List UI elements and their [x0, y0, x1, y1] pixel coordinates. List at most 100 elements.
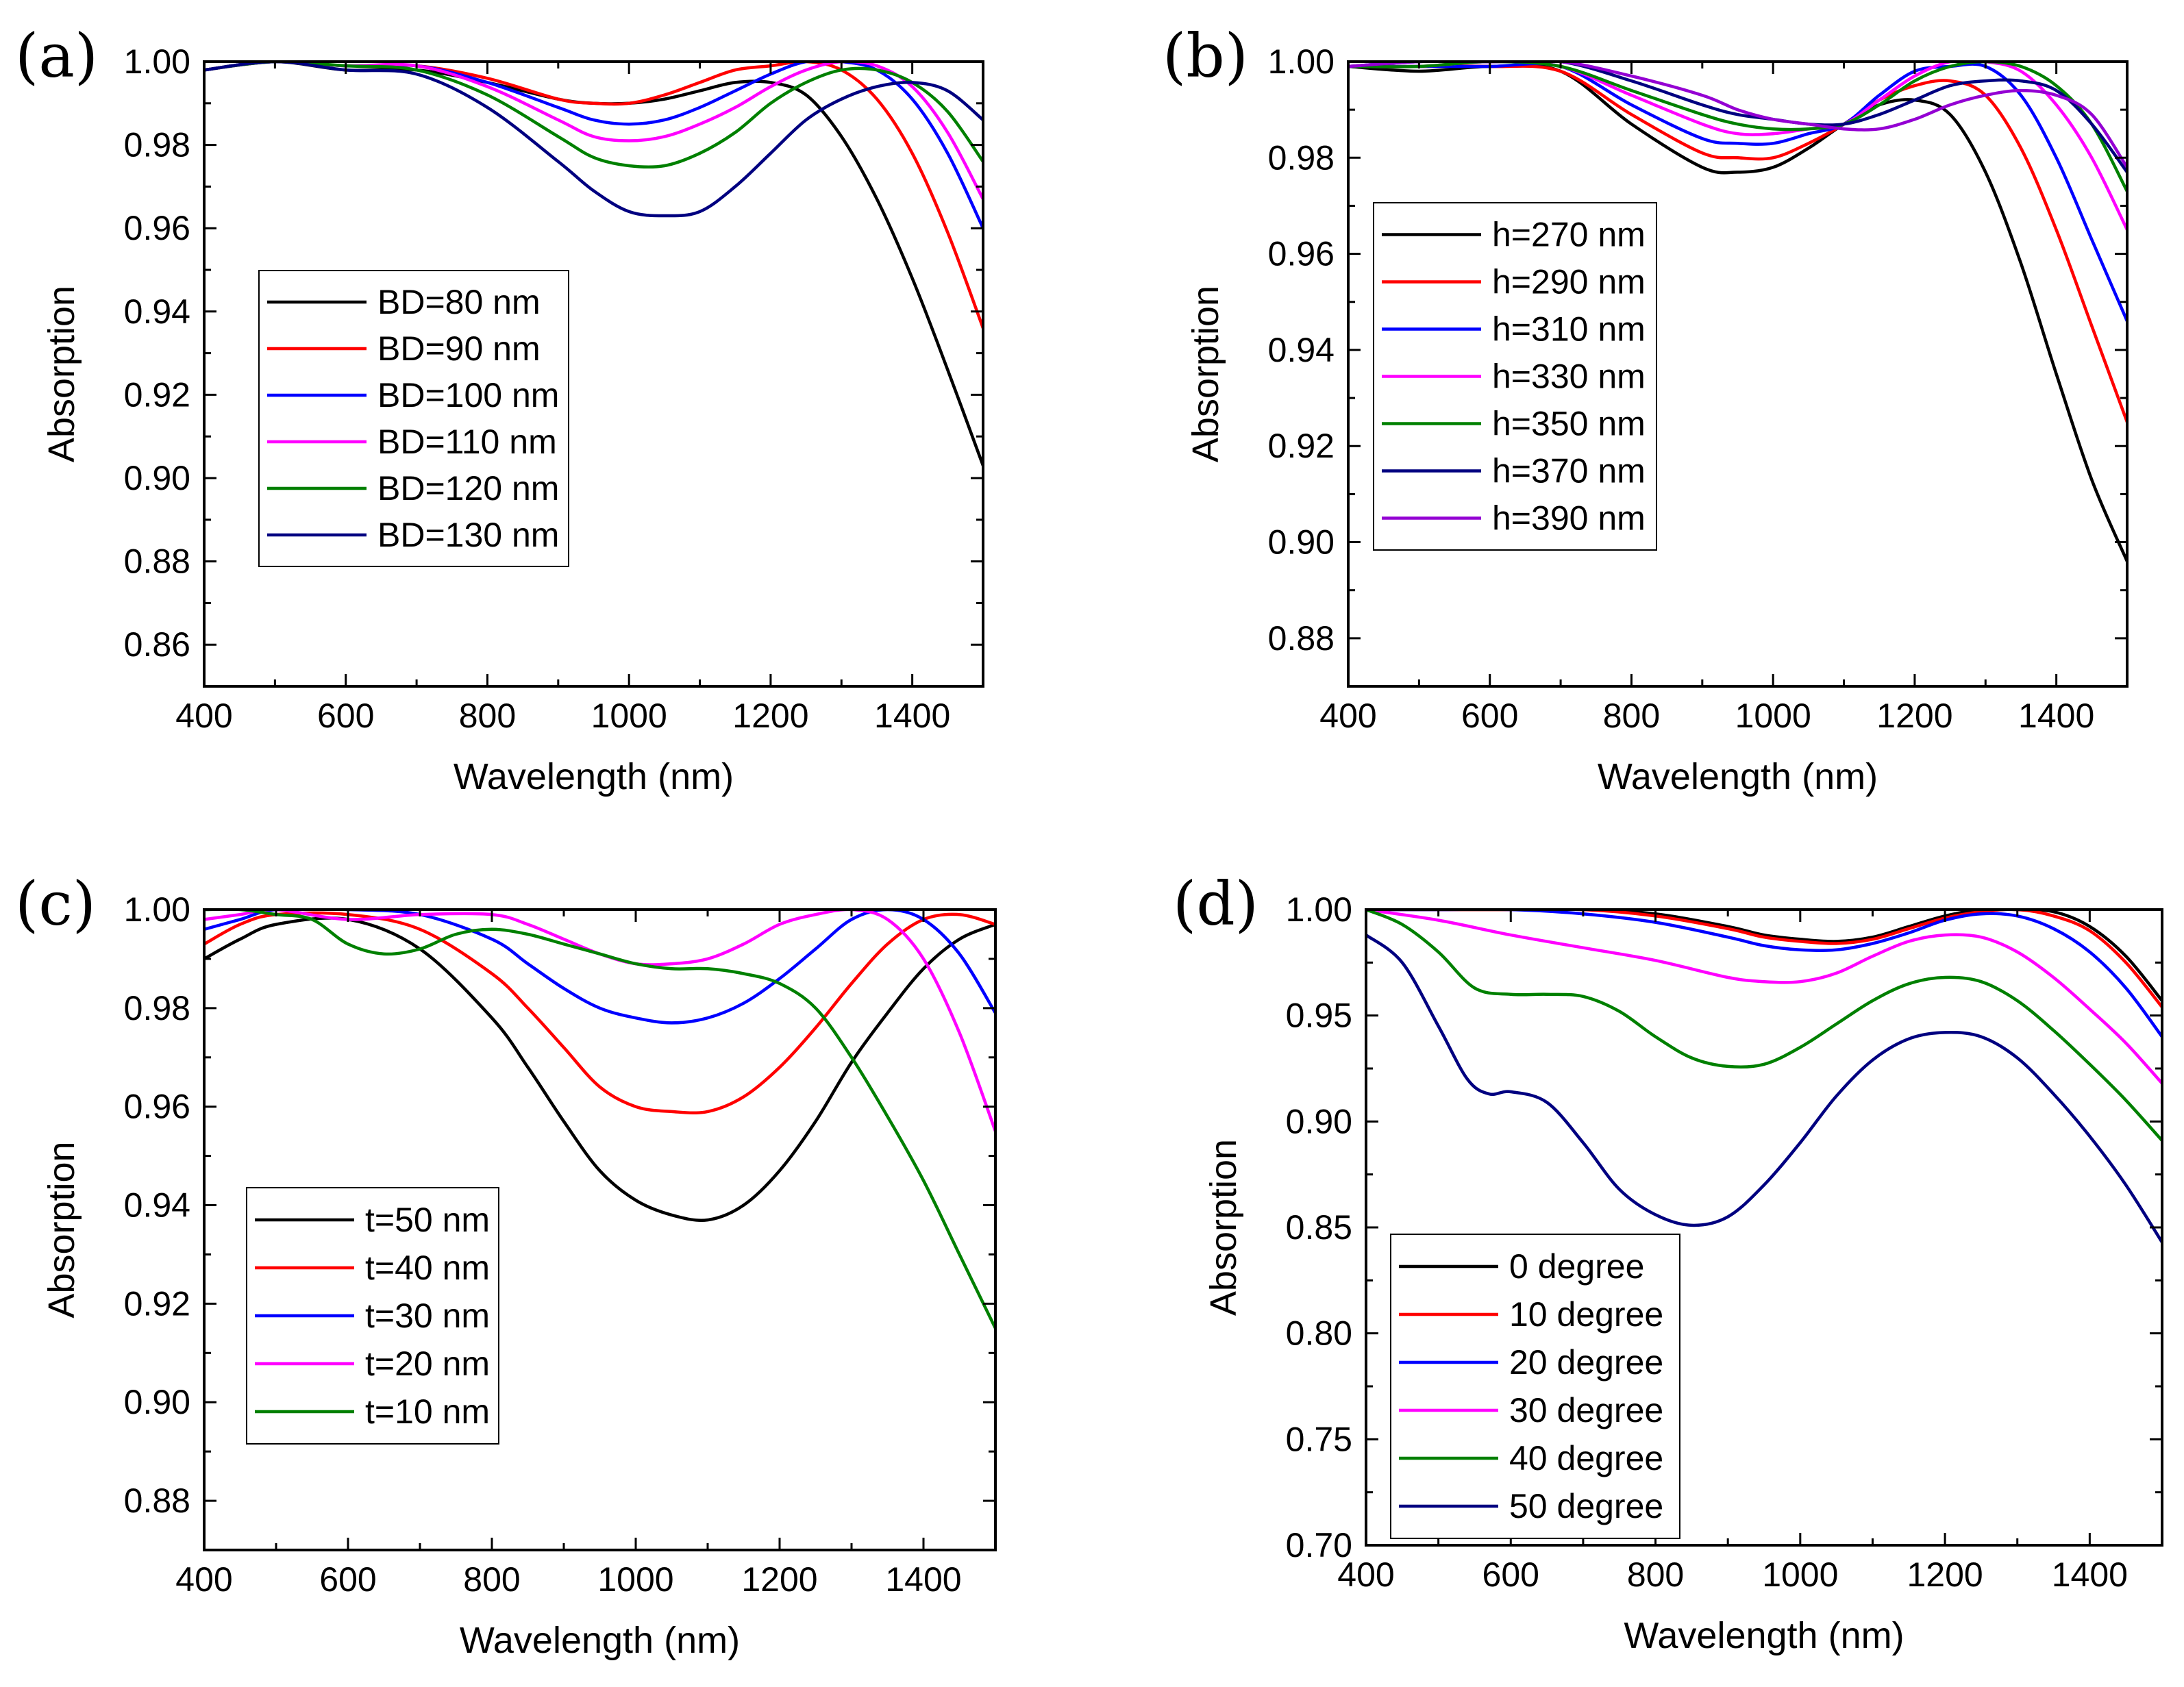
- y-axis-title: Absorption: [41, 1141, 82, 1318]
- legend-label: t=10 nm: [365, 1392, 490, 1431]
- y-tick-label: 0.85: [1286, 1208, 1352, 1247]
- legend-label: t=40 nm: [365, 1249, 490, 1287]
- y-tick-label: 0.96: [124, 1088, 190, 1126]
- y-tick-label: 0.86: [124, 625, 190, 664]
- legend-label: BD=120 nm: [377, 469, 559, 508]
- legend-label: BD=80 nm: [377, 283, 541, 321]
- chart-panel-1: (b) 400 600 800 1000 1200 1400 0.88 0.90 0.92 0.94…: [1163, 21, 2129, 797]
- x-tick-label: 400: [175, 697, 232, 735]
- series-line-t-40-nm: [204, 911, 995, 1115]
- y-axis-title: Absorption: [41, 286, 82, 462]
- y-tick-label: 0.98: [1268, 138, 1335, 177]
- x-tick-label: 1400: [2052, 1555, 2128, 1594]
- legend-label: 0 degree: [1509, 1247, 1644, 1286]
- x-tick-label: 600: [317, 697, 374, 735]
- series-line-h-390-nm: [1348, 62, 2127, 169]
- series-line-30-degree: [1366, 910, 2162, 1085]
- y-tick-label: 0.95: [1286, 997, 1352, 1035]
- chart-panel-0: (a) 400 600 800 1000 1200 1400 0.86 0.88 0.90 0.92…: [15, 21, 984, 797]
- legend-box: [1390, 1234, 1680, 1539]
- y-tick-label: 0.96: [1268, 235, 1335, 273]
- y-axis-title: Absorption: [1203, 1139, 1244, 1316]
- legend: h=270 nm h=290 nm h=310 nm h=330 nm h=350 nm…: [1373, 202, 1657, 551]
- x-tick-label: 1200: [1876, 697, 1952, 735]
- x-tick-label: 1400: [885, 1560, 961, 1599]
- series-line-50-degree: [1366, 933, 2162, 1244]
- x-axis-title: Wavelength (nm): [1624, 1615, 1904, 1656]
- x-tick-label: 1000: [1762, 1555, 1838, 1594]
- legend-box: [258, 270, 569, 567]
- x-tick-label: 400: [175, 1560, 232, 1599]
- panel-label: (a): [15, 21, 98, 91]
- chart-panel-2: (c) 400 600 800 1000 1200 1400 0.88 0.90 0.92 0.94…: [15, 869, 997, 1661]
- y-tick-label: 0.90: [124, 1383, 190, 1421]
- x-axis-title: Wavelength (nm): [1598, 756, 1878, 797]
- x-tick-label: 400: [1337, 1555, 1394, 1594]
- y-tick-label: 1.00: [124, 42, 190, 81]
- legend-label: 30 degree: [1509, 1391, 1663, 1429]
- y-tick-label: 0.90: [124, 459, 190, 497]
- series-line-0-degree: [1366, 910, 2162, 1003]
- x-axis-title: Wavelength (nm): [454, 756, 734, 797]
- y-tick-label: 1.00: [1286, 890, 1352, 929]
- legend: 0 degree 10 degree 20 degree 30 degree 40 de…: [1390, 1234, 1680, 1539]
- legend-label: 50 degree: [1509, 1487, 1663, 1525]
- x-tick-label: 600: [1461, 697, 1518, 735]
- legend-label: h=330 nm: [1492, 358, 1646, 396]
- x-tick-label: 1200: [732, 697, 808, 735]
- panel-label: (b): [1163, 21, 1248, 91]
- x-tick-label: 400: [1319, 697, 1376, 735]
- series-line-h-370-nm: [1348, 62, 2127, 174]
- series-line-t-20-nm: [204, 910, 995, 1133]
- chart-panel-3: (d) 400 600 800 1000 1200 1400 0.70 0.75 0.80 0.85…: [1173, 869, 2163, 1656]
- x-tick-label: 800: [459, 697, 516, 735]
- plot-frame: [203, 908, 997, 1551]
- x-tick-label: 800: [1603, 697, 1660, 735]
- legend-label: 10 degree: [1509, 1295, 1663, 1334]
- y-tick-label: 0.92: [124, 375, 190, 414]
- y-tick-label: 1.00: [1268, 42, 1335, 81]
- legend: t=50 nm t=40 nm t=30 nm t=20 nm t=10 nm: [246, 1187, 499, 1445]
- y-tick-label: 0.94: [1268, 331, 1335, 369]
- series-line-t-50-nm: [204, 916, 995, 1222]
- legend: BD=80 nm BD=90 nm BD=100 nm BD=110 nm BD=120…: [258, 270, 569, 567]
- plot-frame: [1347, 60, 2129, 688]
- legend-label: BD=110 nm: [377, 423, 557, 461]
- legend-label: h=310 nm: [1492, 310, 1646, 349]
- x-tick-label: 800: [1627, 1555, 1684, 1594]
- x-tick-label: 1200: [741, 1560, 817, 1599]
- series-line-bd-120-nm: [204, 62, 983, 169]
- y-tick-label: 0.98: [124, 126, 190, 164]
- x-tick-label: 1000: [1735, 697, 1811, 735]
- legend-label: h=370 nm: [1492, 452, 1646, 490]
- legend-label: BD=100 nm: [377, 376, 559, 414]
- legend-label: h=390 nm: [1492, 499, 1646, 538]
- series-line-bd-100-nm: [204, 62, 983, 230]
- x-tick-label: 800: [463, 1560, 520, 1599]
- y-tick-label: 0.92: [124, 1284, 190, 1323]
- series-line-bd-130-nm: [204, 62, 983, 218]
- legend-label: 20 degree: [1509, 1343, 1663, 1382]
- y-axis-title: Absorption: [1185, 286, 1226, 462]
- y-tick-label: 0.75: [1286, 1420, 1352, 1458]
- legend-label: h=350 nm: [1492, 405, 1646, 443]
- y-tick-label: 0.98: [124, 989, 190, 1027]
- series-line-h-290-nm: [1348, 64, 2127, 424]
- legend-label: 40 degree: [1509, 1439, 1663, 1477]
- series-line-t-10-nm: [204, 910, 995, 1330]
- legend-label: t=30 nm: [365, 1297, 490, 1335]
- y-tick-label: 0.90: [1286, 1102, 1352, 1140]
- legend-label: BD=90 nm: [377, 329, 541, 368]
- legend-label: BD=130 nm: [377, 516, 559, 554]
- panel-label: (d): [1173, 869, 1258, 939]
- plot-frame: [203, 60, 984, 688]
- x-tick-label: 600: [319, 1560, 376, 1599]
- y-tick-label: 0.70: [1286, 1526, 1352, 1564]
- panel-label: (c): [15, 869, 96, 939]
- legend-label: h=270 nm: [1492, 216, 1646, 254]
- x-tick-label: 600: [1482, 1555, 1539, 1594]
- x-axis-title: Wavelength (nm): [460, 1620, 740, 1661]
- y-tick-label: 0.90: [1268, 523, 1335, 562]
- x-tick-label: 1000: [591, 697, 667, 735]
